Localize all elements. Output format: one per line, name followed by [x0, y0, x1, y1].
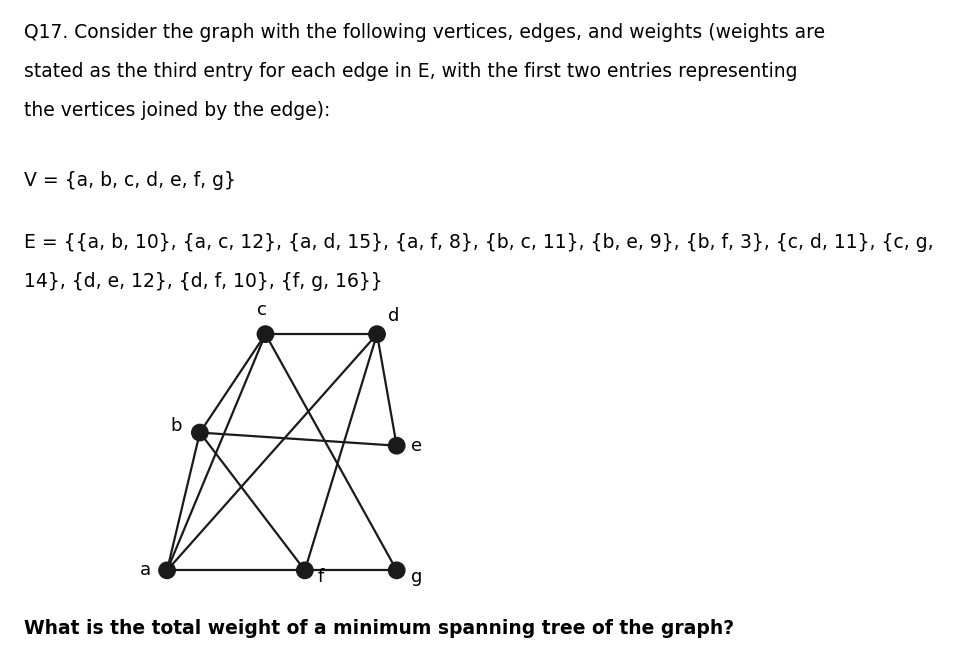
- Text: e: e: [411, 437, 423, 455]
- Text: f: f: [318, 568, 324, 586]
- Text: E = {{a, b, 10}, {a, c, 12}, {a, d, 15}, {a, f, 8}, {b, c, 11}, {b, e, 9}, {b, f: E = {{a, b, 10}, {a, c, 12}, {a, d, 15},…: [24, 233, 934, 253]
- Text: Q17. Consider the graph with the following vertices, edges, and weights (weights: Q17. Consider the graph with the followi…: [24, 23, 825, 42]
- Text: g: g: [411, 568, 423, 586]
- Text: the vertices joined by the edge):: the vertices joined by the edge):: [24, 101, 330, 120]
- Text: 14}, {d, e, 12}, {d, f, 10}, {f, g, 16}}: 14}, {d, e, 12}, {d, f, 10}, {f, g, 16}}: [24, 272, 383, 291]
- Circle shape: [191, 424, 208, 441]
- Text: c: c: [258, 301, 267, 318]
- Text: What is the total weight of a minimum spanning tree of the graph?: What is the total weight of a minimum sp…: [24, 619, 735, 638]
- Text: d: d: [388, 307, 399, 325]
- Circle shape: [158, 562, 175, 578]
- Text: b: b: [170, 417, 182, 435]
- Text: stated as the third entry for each edge in E, with the first two entries represe: stated as the third entry for each edge …: [24, 62, 798, 81]
- Circle shape: [368, 326, 385, 342]
- Text: a: a: [140, 561, 152, 580]
- Circle shape: [258, 326, 274, 342]
- Circle shape: [389, 438, 405, 454]
- Text: V = {a, b, c, d, e, f, g}: V = {a, b, c, d, e, f, g}: [24, 171, 236, 190]
- Circle shape: [296, 562, 313, 578]
- Circle shape: [389, 562, 405, 578]
